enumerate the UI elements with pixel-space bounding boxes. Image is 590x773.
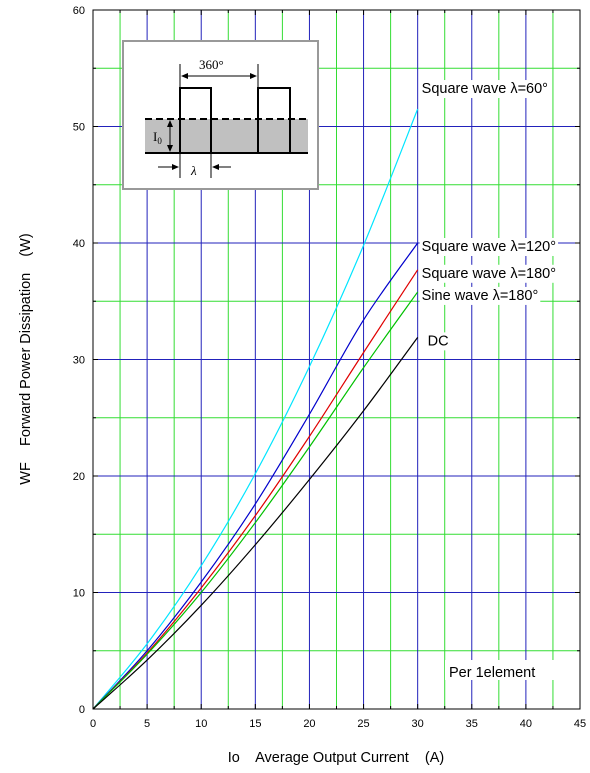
- series-label-dc: DC: [428, 333, 449, 349]
- inset-average-band: [145, 119, 308, 153]
- x-tick-label: 35: [466, 718, 478, 730]
- x-tick-label: 30: [412, 718, 424, 730]
- y-axis-title: WF Forward Power Dissipation (W): [18, 233, 34, 484]
- waveform-inset: 360° I0 λ: [122, 40, 319, 190]
- inset-angle-label: λ: [190, 163, 197, 178]
- inset-period-arrowhead-left: [181, 73, 188, 79]
- series-label-bg: [419, 238, 559, 256]
- series-label-bg: [419, 80, 550, 99]
- series-line-dc: [92, 337, 419, 710]
- y-tick-label: 30: [73, 355, 85, 367]
- x-tick-label: 25: [357, 718, 369, 730]
- y-tick-label: 20: [73, 471, 85, 483]
- inset-period-label: 360°: [199, 57, 224, 72]
- x-tick-label: 10: [195, 718, 207, 730]
- inset-current-symbol: I: [153, 129, 157, 144]
- inset-current-subscript: 0: [157, 136, 162, 146]
- inset-period-arrowhead-right: [250, 73, 257, 79]
- y-tick-label: 40: [73, 238, 85, 250]
- series-label-sine-wave-lambda-180: Sine wave λ=180°: [422, 288, 539, 304]
- y-tick-label: 50: [73, 122, 85, 134]
- inset-angle-arrowhead-right: [212, 164, 219, 170]
- inset-pulse-1: [179, 87, 212, 153]
- annotation-per-element: Per 1element: [449, 665, 535, 681]
- y-tick-label: 60: [73, 5, 85, 17]
- series-label-square-wave-lambda-180: Square wave λ=180°: [422, 266, 556, 282]
- series-line-sine-wave-lambda-180: [92, 291, 419, 710]
- series-lines: [92, 108, 419, 710]
- tick-marks: [92, 9, 581, 710]
- y-tick-label: 10: [73, 588, 85, 600]
- inset-current-label: I0: [153, 129, 162, 146]
- series-line-square-wave-lambda-60: [92, 108, 419, 710]
- y-tick-labels: 0 10 20 30 40 50 60: [73, 5, 85, 716]
- x-axis-title: Io Average Output Current (A): [228, 750, 445, 766]
- inset-current-arrowhead-top: [167, 120, 173, 127]
- inset-period-label-bg: [196, 57, 234, 72]
- x-tick-labels: 0 5 10 15 20 25 30 35 40 45: [90, 718, 586, 730]
- inset-pulse-2: [257, 87, 291, 153]
- x-tick-label: 40: [520, 718, 532, 730]
- series-labels: Square wave λ=60° Square wave λ=120° Squar…: [419, 80, 559, 351]
- series-label-bg: [419, 286, 541, 305]
- annotation-bg: [445, 660, 566, 680]
- series-label-bg: [419, 264, 559, 283]
- inset-current-arrowhead-bottom: [167, 145, 173, 152]
- x-tick-label: 20: [303, 718, 315, 730]
- x-tick-label: 0: [90, 718, 96, 730]
- x-tick-label: 15: [249, 718, 261, 730]
- x-tick-label: 45: [574, 718, 586, 730]
- series-line-square-wave-lambda-180: [92, 269, 419, 710]
- y-tick-label: 0: [79, 704, 85, 716]
- inset-angle-arrowhead-left: [172, 164, 179, 170]
- series-label-bg: [425, 332, 451, 351]
- series-label-square-wave-lambda-120: Square wave λ=120°: [422, 239, 556, 255]
- x-tick-label: 5: [144, 718, 150, 730]
- series-line-square-wave-lambda-120: [92, 242, 419, 710]
- series-label-square-wave-lambda-60: Square wave λ=60°: [422, 81, 548, 97]
